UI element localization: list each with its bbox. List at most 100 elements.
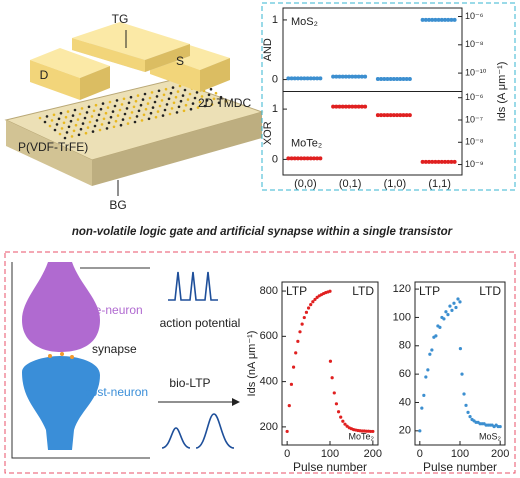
data-point xyxy=(450,308,454,312)
atom xyxy=(93,124,97,128)
atom xyxy=(136,94,140,97)
atom xyxy=(107,121,111,125)
y2-tick-label: 10⁻⁷ xyxy=(465,114,483,124)
x-tick-label: 100 xyxy=(451,448,469,460)
atom xyxy=(119,123,123,127)
y-tick-label: 0 xyxy=(272,153,278,165)
atom xyxy=(64,115,68,119)
atom xyxy=(177,105,181,109)
data-point xyxy=(285,429,289,434)
atom xyxy=(163,108,167,112)
data-point xyxy=(294,351,298,355)
atom xyxy=(205,99,209,102)
atom xyxy=(141,98,145,101)
y-tick-label: 0 xyxy=(272,73,278,85)
phase-label: LTP xyxy=(286,284,307,298)
atom xyxy=(58,132,62,136)
label-channel: 2D TMDC xyxy=(198,96,251,110)
y-tick-label: 80 xyxy=(399,340,411,352)
atom xyxy=(66,110,70,113)
y-tick-label: 40 xyxy=(399,396,411,408)
data-point xyxy=(434,334,438,338)
atom xyxy=(79,127,83,131)
logic-box xyxy=(261,2,516,191)
atom xyxy=(95,119,99,122)
atom xyxy=(137,109,141,113)
atom xyxy=(118,108,122,112)
x-tick-label: 200 xyxy=(491,448,509,460)
data-point xyxy=(341,419,345,423)
vesicle xyxy=(48,354,52,358)
atom xyxy=(212,97,216,101)
atom xyxy=(120,103,124,106)
atom xyxy=(126,122,130,125)
data-point xyxy=(328,289,332,293)
top-gate-side xyxy=(72,38,145,72)
atom xyxy=(214,91,218,95)
atom xyxy=(189,107,193,111)
atom xyxy=(198,100,202,104)
atom xyxy=(123,112,127,116)
atom xyxy=(102,117,106,121)
atom xyxy=(150,91,154,94)
x-tick-label: 100 xyxy=(321,448,339,460)
atom xyxy=(94,103,98,107)
atom xyxy=(224,99,228,103)
atom xyxy=(109,115,113,119)
x-tick-label: 0 xyxy=(284,448,290,460)
atom xyxy=(207,93,211,97)
atom xyxy=(168,112,172,116)
atom xyxy=(165,103,169,106)
atom xyxy=(144,107,148,111)
atom xyxy=(186,98,190,101)
arrowhead xyxy=(232,398,240,406)
synapse-illustration: pre-neuron synapse post-neuron action po… xyxy=(11,262,240,459)
atom xyxy=(101,102,105,105)
data-point xyxy=(343,422,347,426)
atom xyxy=(92,109,96,113)
material-label: MoTe₂ xyxy=(291,137,322,149)
x-tick-label: (0,0) xyxy=(294,178,317,190)
label-tg: TG xyxy=(112,12,129,26)
atom xyxy=(154,115,158,119)
synapse-box xyxy=(4,251,516,474)
atom xyxy=(193,96,197,100)
data-point xyxy=(422,393,426,397)
atom xyxy=(153,100,157,104)
dielectric-front xyxy=(92,112,262,186)
x-tick-label: 200 xyxy=(364,448,382,460)
frame-line xyxy=(11,262,150,459)
atom xyxy=(188,92,192,96)
atom xyxy=(91,130,95,133)
atom xyxy=(113,104,117,108)
atom xyxy=(104,111,108,115)
atom xyxy=(112,125,116,129)
atom xyxy=(219,95,223,99)
data-point xyxy=(424,375,428,379)
atom xyxy=(72,129,76,133)
y-tick-label: 600 xyxy=(260,330,278,342)
data-point xyxy=(336,410,341,414)
atom xyxy=(181,94,185,97)
atom xyxy=(140,119,144,122)
atom xyxy=(127,101,131,105)
atom xyxy=(76,118,80,121)
atom xyxy=(57,117,61,121)
atom xyxy=(67,125,71,129)
top-gate-front xyxy=(145,44,190,72)
atom xyxy=(88,120,92,124)
data-point xyxy=(466,410,470,414)
label-bg: BG xyxy=(109,198,126,212)
atom xyxy=(62,121,66,125)
label-synapse: synapse xyxy=(92,342,137,356)
data-point xyxy=(311,300,315,304)
atom xyxy=(53,128,57,132)
spike-trace xyxy=(168,271,218,301)
plot-frame xyxy=(281,281,379,446)
x-axis-label: Pulse number xyxy=(423,460,497,474)
data-point xyxy=(302,315,306,320)
data-point xyxy=(304,310,309,314)
atom xyxy=(146,102,150,105)
atom xyxy=(149,111,153,115)
atom xyxy=(175,111,179,114)
